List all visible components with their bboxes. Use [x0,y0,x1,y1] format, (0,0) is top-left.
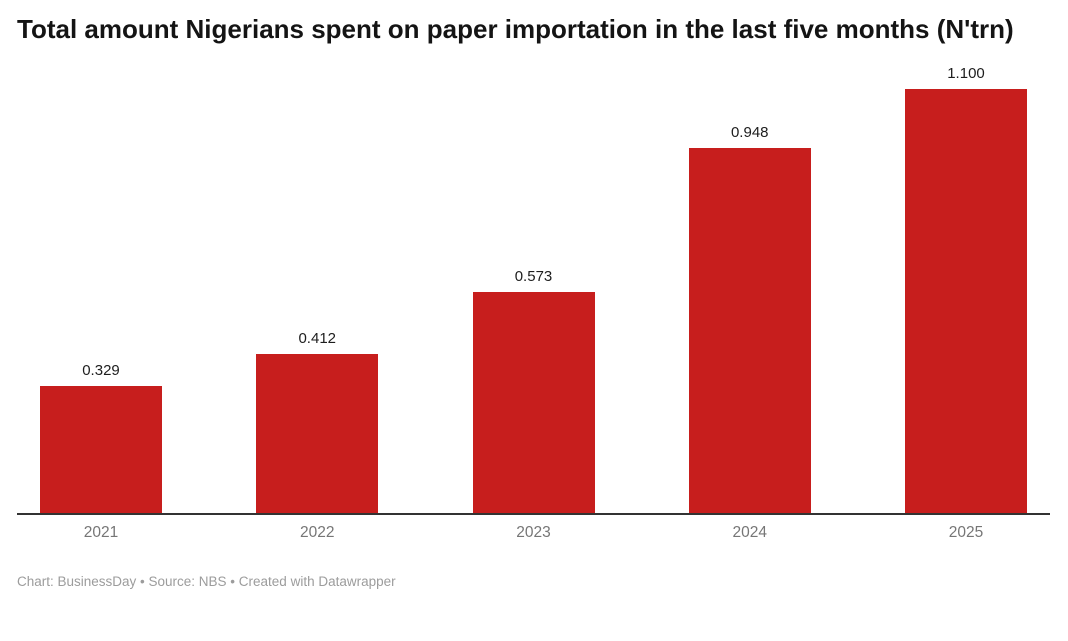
bar-2023 [472,292,595,513]
x-axis-label-2022: 2022 [300,524,335,541]
x-axis-label-2025: 2025 [948,524,984,541]
bar-2021 [40,386,162,513]
plot-area: 0.329 0.412 0.573 0.948 1.100 [17,45,1050,515]
bar-group-2023: 0.573 [472,268,595,513]
x-axis-label-2024: 2024 [732,524,767,541]
bar-group-2025: 1.100 [905,65,1027,513]
bar-2022 [256,354,379,513]
bar-group-2021: 0.329 [40,362,162,513]
chart-title: Total amount Nigerians spent on paper im… [17,14,1014,44]
bar-2024 [688,148,811,513]
bar-group-2024: 0.948 [688,124,811,513]
bar-value-label: 0.329 [82,362,120,379]
bar-value-label: 0.412 [298,330,337,347]
chart-header: Total amount Nigerians spent on paper im… [0,0,1068,45]
x-axis-label-2023: 2023 [516,524,551,541]
bar-group-2022: 0.412 [256,330,379,513]
chart-attribution: Chart: BusinessDay • Source: NBS • Creat… [17,574,396,589]
bar-2025 [905,89,1027,513]
bar-value-label: 1.100 [947,65,985,82]
bar-value-label: 0.573 [514,268,553,285]
x-axis: 2021 2022 2023 2024 2025 [17,515,1050,542]
x-axis-label-2021: 2021 [83,524,119,541]
bar-value-label: 0.948 [730,124,769,141]
